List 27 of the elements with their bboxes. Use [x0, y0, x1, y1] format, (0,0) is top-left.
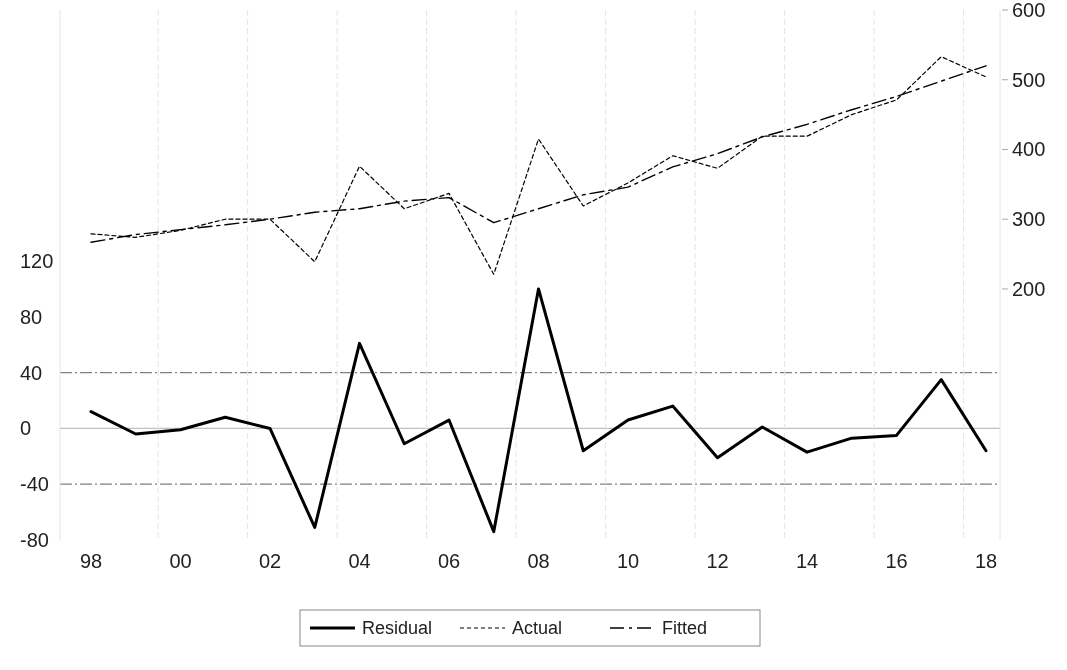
x-tick-label: 10 [616, 550, 640, 572]
x-tick-label: 16 [885, 550, 908, 572]
y-tick-label: -40 [20, 473, 49, 496]
y2-tick-label: 300 [1012, 208, 1046, 231]
y2-tick-label: 400 [1012, 138, 1046, 161]
y-tick-label: -80 [20, 529, 49, 551]
x-tick-label: 12 [706, 550, 729, 572]
y-tick-label: 80 [20, 305, 43, 328]
legend-label: Fitted [662, 618, 708, 639]
y2-tick-label: 200 [1012, 277, 1046, 300]
line-series [89, 287, 988, 534]
x-tick-label: 98 [79, 550, 103, 572]
x-tick-label: 18 [974, 550, 998, 572]
line-series [90, 56, 987, 275]
x-tick-label: 02 [258, 550, 282, 572]
y2-tick-label: 500 [1012, 68, 1046, 91]
x-tick-label: 14 [795, 550, 819, 572]
x-tick-label: 04 [348, 550, 371, 572]
y2-tick-label: 600 [1012, 0, 1046, 21]
y-tick-label: 40 [20, 361, 43, 384]
x-tick-label: 08 [527, 550, 550, 572]
legend-label: Actual [512, 618, 563, 639]
x-tick-label: 06 [437, 550, 461, 572]
x-tick-label: 00 [169, 550, 192, 572]
y-tick-label: 120 [20, 250, 54, 273]
y-tick-label: 0 [20, 417, 32, 440]
legend-label: Residual [362, 618, 433, 639]
